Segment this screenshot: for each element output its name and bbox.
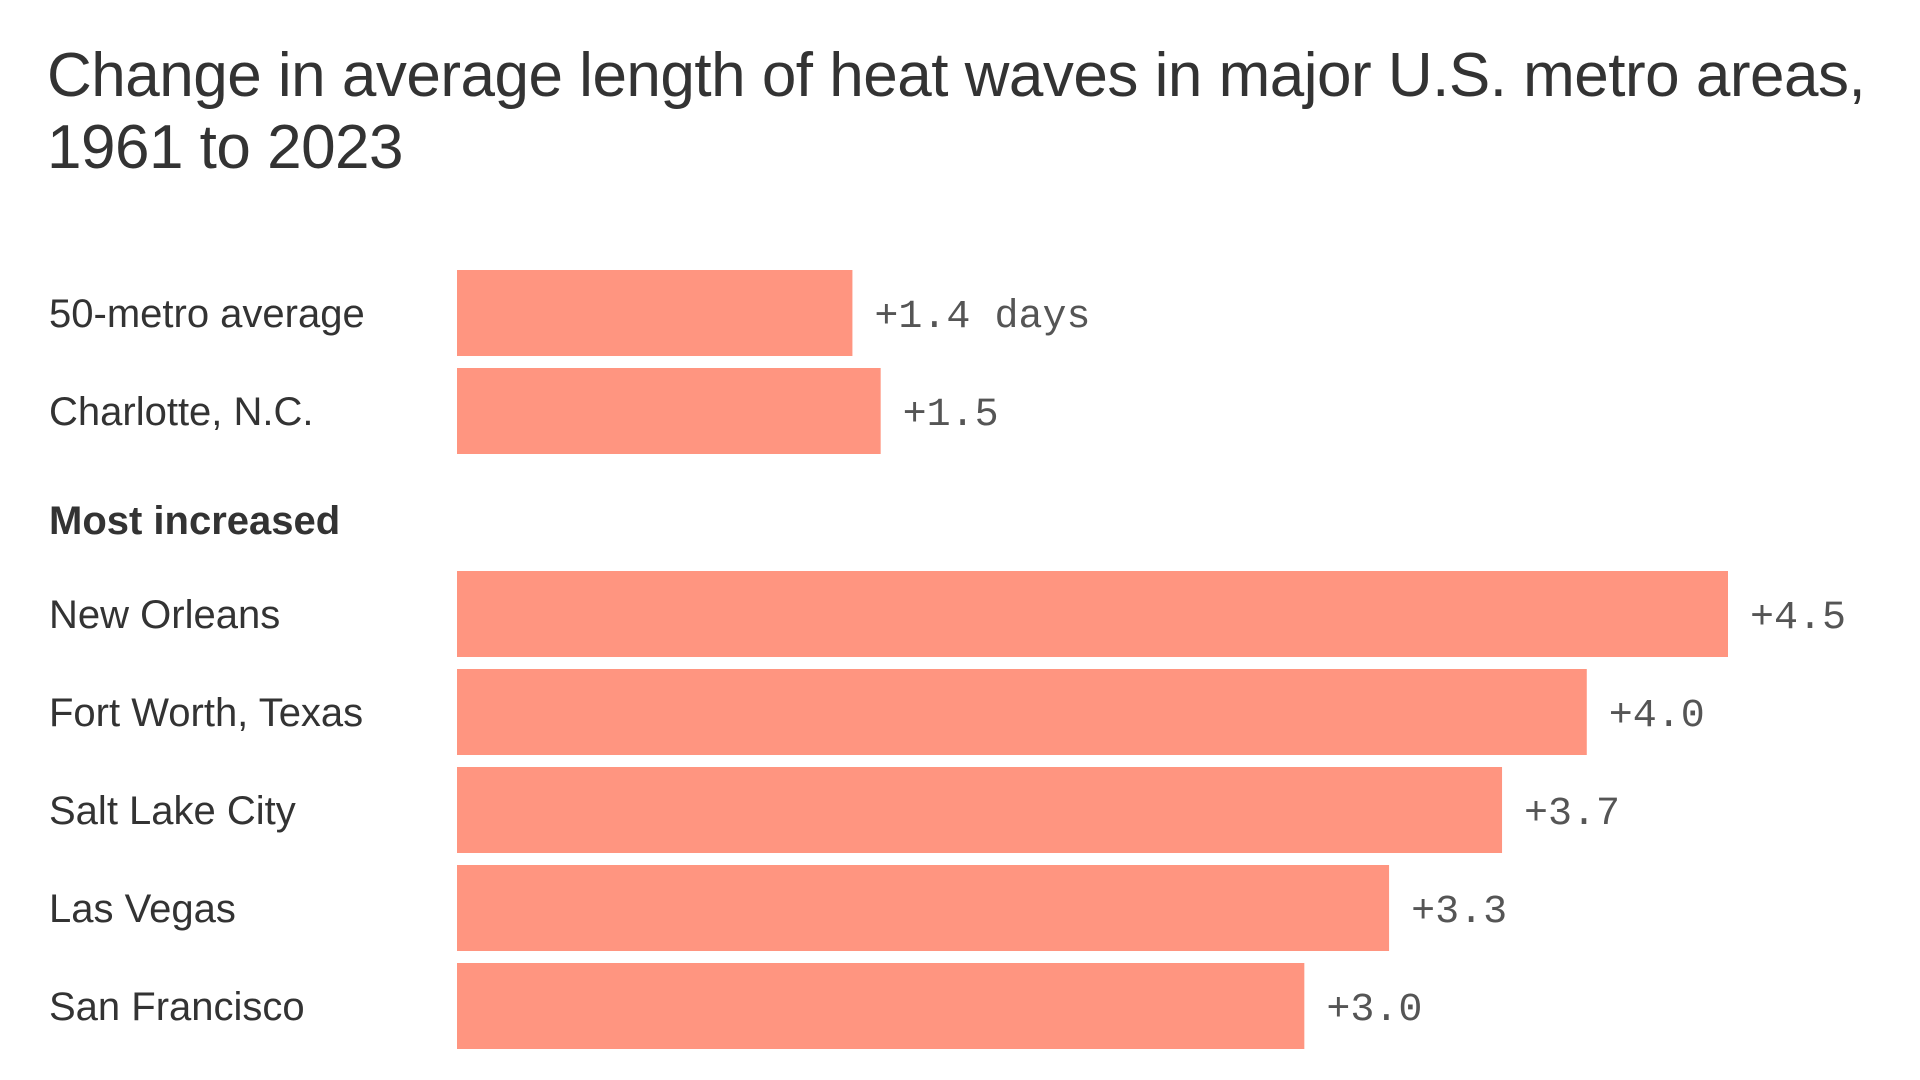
category-label: Salt Lake City bbox=[49, 789, 296, 833]
category-label: Las Vegas bbox=[49, 887, 236, 931]
value-label: +3.3 bbox=[1411, 890, 1507, 935]
value-label: +3.7 bbox=[1524, 792, 1620, 837]
value-label: +1.5 bbox=[903, 393, 999, 438]
bar bbox=[457, 571, 1728, 657]
category-label: San Francisco bbox=[49, 985, 305, 1029]
value-label: +3.0 bbox=[1326, 988, 1422, 1033]
value-label: +4.0 bbox=[1609, 694, 1705, 739]
bar bbox=[457, 767, 1503, 853]
category-label: 50-metro average bbox=[49, 292, 365, 336]
chart-title: Change in average length of heat waves i… bbox=[47, 41, 1866, 182]
category-label: New Orleans bbox=[49, 593, 280, 637]
bar bbox=[457, 368, 881, 454]
bar bbox=[457, 963, 1305, 1049]
bar bbox=[457, 270, 853, 356]
group-label: Most increased bbox=[49, 499, 340, 543]
category-label: Charlotte, N.C. bbox=[49, 390, 314, 434]
value-label: +1.4 days bbox=[874, 295, 1090, 340]
bar bbox=[457, 669, 1587, 755]
value-label: +4.5 bbox=[1750, 596, 1846, 641]
bar bbox=[457, 865, 1390, 951]
category-label: Fort Worth, Texas bbox=[49, 691, 363, 735]
